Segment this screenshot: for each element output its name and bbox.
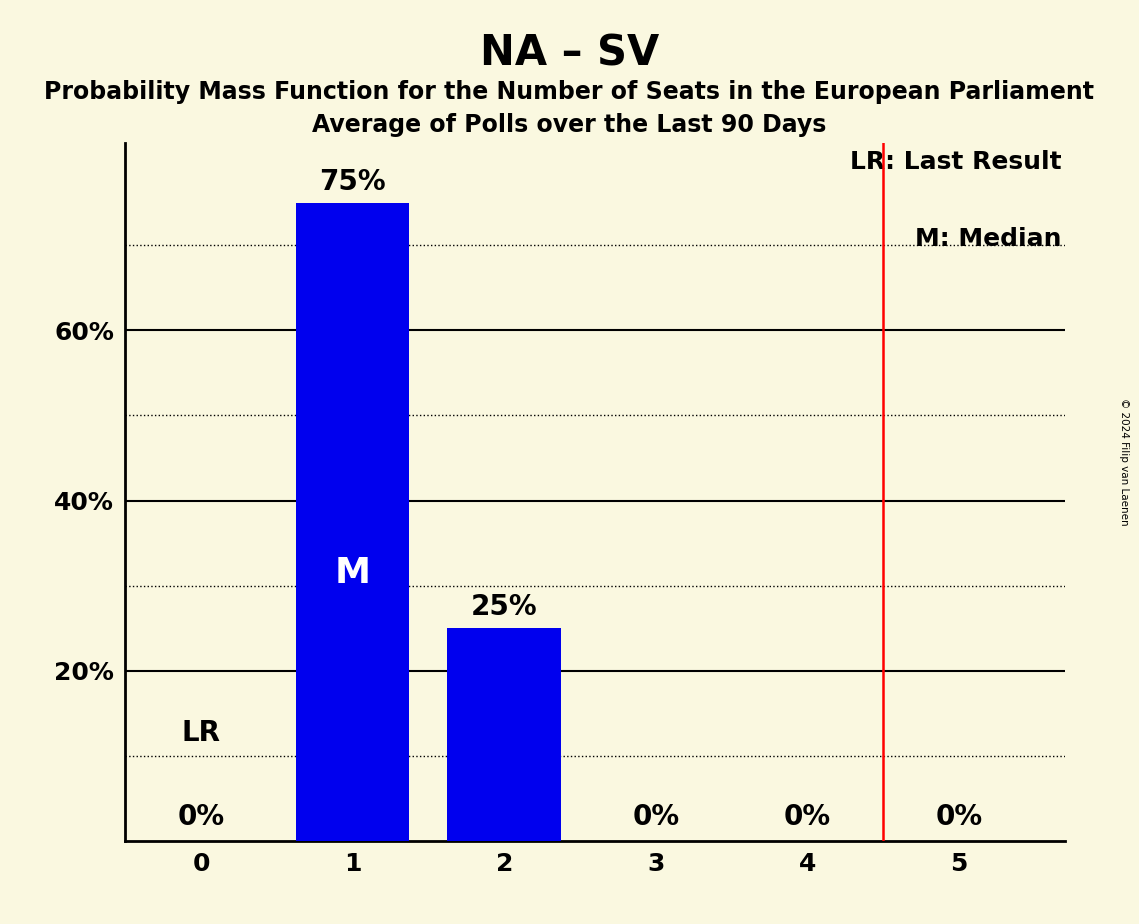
Text: LR: Last Result: LR: Last Result bbox=[851, 151, 1062, 175]
Text: 0%: 0% bbox=[784, 803, 830, 831]
Text: © 2024 Filip van Laenen: © 2024 Filip van Laenen bbox=[1120, 398, 1129, 526]
Text: Average of Polls over the Last 90 Days: Average of Polls over the Last 90 Days bbox=[312, 113, 827, 137]
Text: M: Median: M: Median bbox=[916, 227, 1062, 251]
Bar bbox=[296, 202, 409, 841]
Text: 25%: 25% bbox=[470, 593, 538, 621]
Text: 0%: 0% bbox=[935, 803, 983, 831]
Text: M: M bbox=[335, 556, 370, 590]
Text: LR: LR bbox=[181, 719, 221, 748]
Text: NA – SV: NA – SV bbox=[480, 32, 659, 74]
Text: 0%: 0% bbox=[632, 803, 679, 831]
Text: 0%: 0% bbox=[178, 803, 224, 831]
Bar bbox=[448, 628, 562, 841]
Text: Probability Mass Function for the Number of Seats in the European Parliament: Probability Mass Function for the Number… bbox=[44, 80, 1095, 104]
Text: 75%: 75% bbox=[319, 168, 386, 196]
